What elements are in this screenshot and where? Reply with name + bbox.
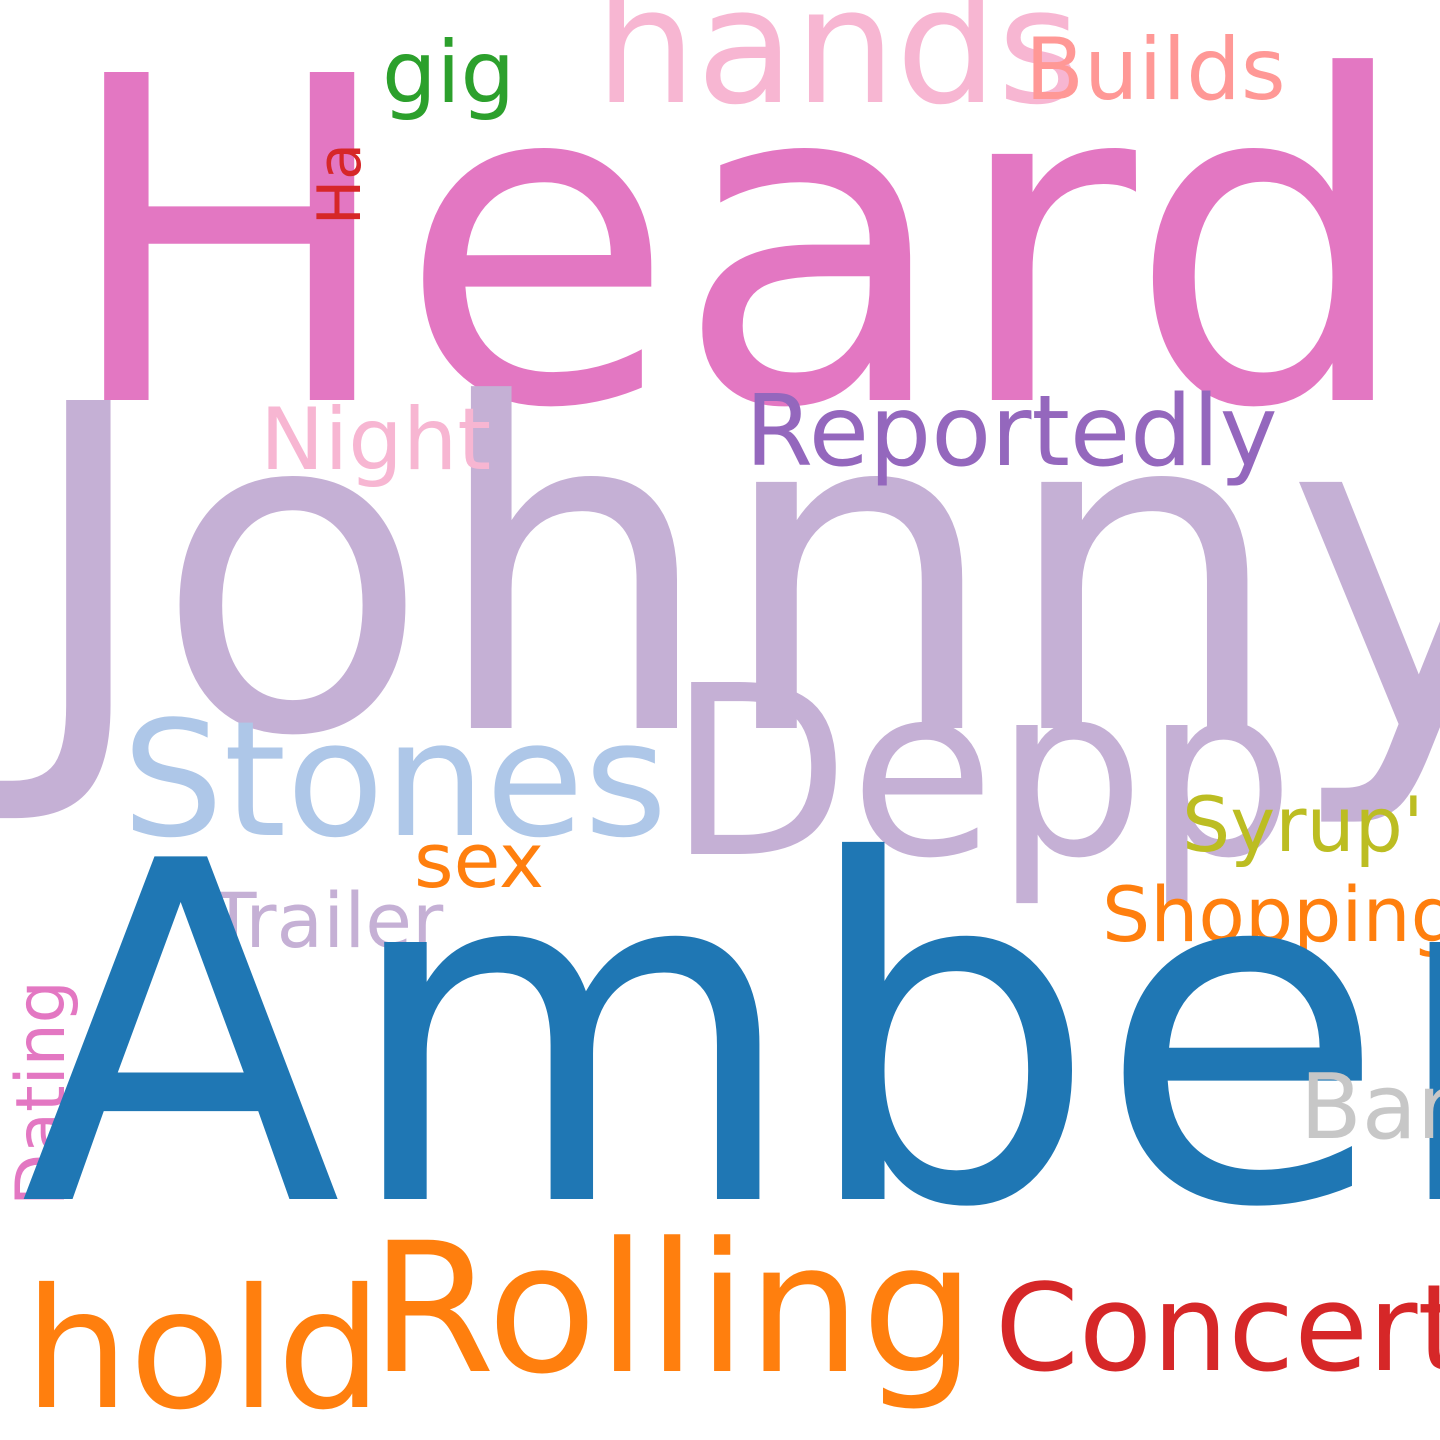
- word-rolling: Rolling: [370, 1205, 976, 1414]
- word-stones: Stones: [122, 686, 668, 873]
- word-amber: Amber: [20, 763, 1440, 1310]
- word-sex: sex: [414, 816, 544, 905]
- word-johnny: Johnny: [22, 311, 1440, 835]
- word-hands: hands: [595, 0, 1081, 140]
- word-hold: hold: [24, 1254, 383, 1440]
- word-heard: Heard: [60, 0, 1414, 507]
- word-gig: gig: [382, 23, 516, 123]
- word-shopping: Shopping: [1102, 870, 1440, 959]
- word-reportedly: Reportedly: [745, 375, 1278, 489]
- word-depp: Depp: [668, 635, 1295, 910]
- word-concert: Concert: [995, 1260, 1440, 1399]
- word-ha: Ha: [305, 143, 375, 225]
- word-builds: Builds: [1025, 20, 1286, 120]
- word-night: Night: [260, 390, 492, 490]
- word-bar: Bar: [1300, 1055, 1440, 1160]
- word-trailer: Trailer: [210, 876, 444, 965]
- word-syrup: Syrup': [1182, 780, 1424, 869]
